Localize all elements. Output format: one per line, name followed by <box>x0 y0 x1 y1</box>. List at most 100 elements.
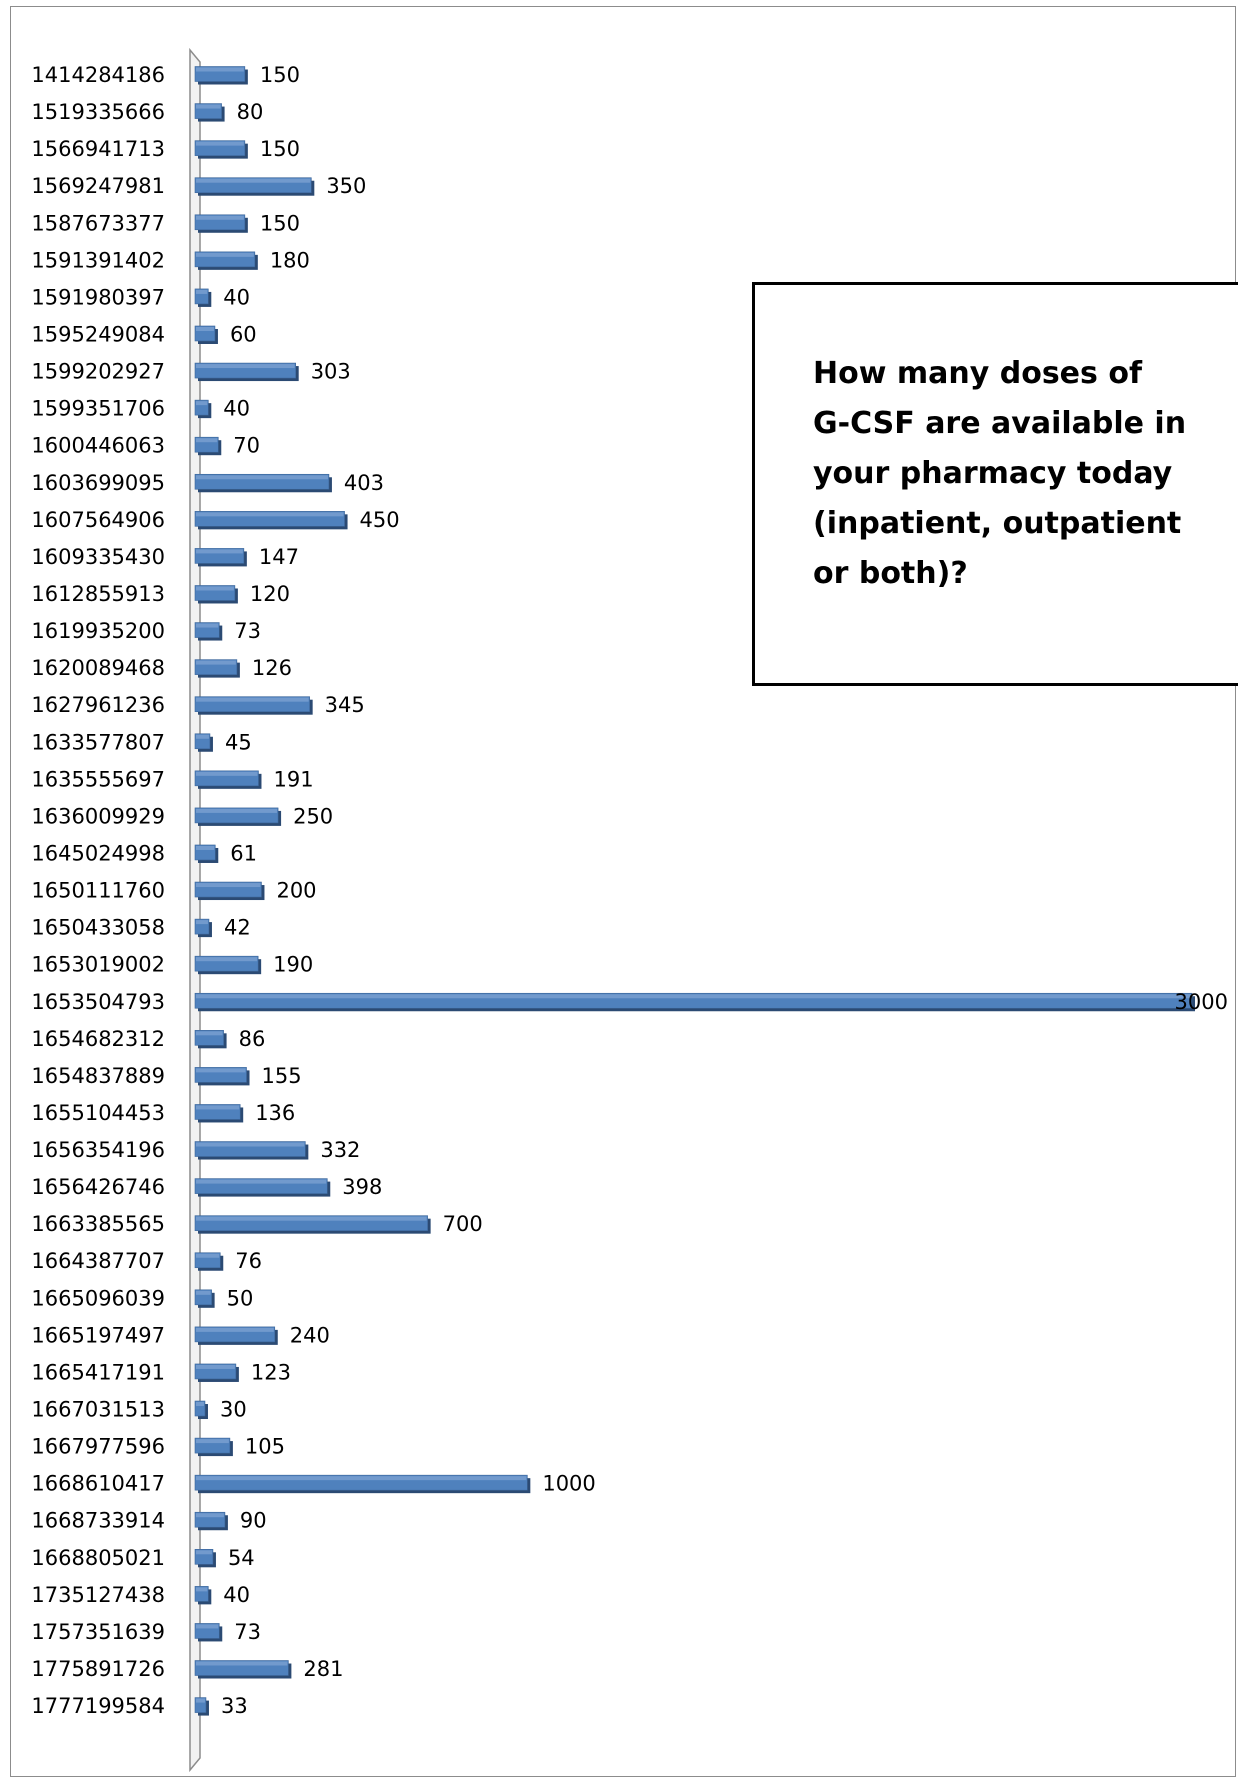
category-label: 1612855913 <box>31 582 165 606</box>
category-label: 1655104453 <box>31 1101 165 1125</box>
value-label: 450 <box>360 508 400 532</box>
bar-1566941713 <box>194 140 248 159</box>
category-label: 1587673377 <box>31 211 165 235</box>
value-label: 3000 <box>1175 990 1228 1014</box>
category-label: 1663385565 <box>31 1212 165 1236</box>
category-label: 1414284186 <box>31 63 165 87</box>
value-label: 76 <box>235 1249 262 1273</box>
category-label: 1735127438 <box>31 1583 165 1607</box>
value-label: 126 <box>252 656 292 680</box>
bar-highlight <box>196 1253 220 1258</box>
bar-1653504793 <box>194 992 1195 1012</box>
value-label: 332 <box>320 1138 360 1162</box>
bar-highlight <box>196 1661 288 1666</box>
category-label: 1519335666 <box>31 100 165 124</box>
bar-highlight <box>196 1624 219 1629</box>
bar-1656426746 <box>194 1178 331 1197</box>
value-label: 150 <box>260 63 300 87</box>
category-label: 1627961236 <box>31 693 165 717</box>
chart-frame <box>10 6 1236 1777</box>
bar-1757351639 <box>194 1623 223 1642</box>
category-label: 1636009929 <box>31 804 165 828</box>
value-label: 73 <box>234 1620 261 1644</box>
bar-highlight <box>196 734 209 739</box>
value-label: 240 <box>290 1323 330 1347</box>
bar-highlight <box>196 697 309 702</box>
category-label: 1668805021 <box>31 1546 165 1570</box>
bar-1668733914 <box>194 1511 228 1531</box>
value-label: 54 <box>228 1546 255 1570</box>
category-label: 1633577807 <box>31 730 165 754</box>
bar-1607564906 <box>194 511 348 530</box>
question-annotation-box: How many doses of G-CSF are available in… <box>752 282 1238 686</box>
value-label: 281 <box>303 1657 343 1681</box>
bar-highlight <box>196 1402 204 1407</box>
category-label: 1650111760 <box>31 879 165 903</box>
bar-highlight <box>196 1105 240 1110</box>
bar-highlight <box>196 141 244 146</box>
bar-1633577807 <box>194 733 213 752</box>
bar-1609335430 <box>194 548 247 567</box>
bar-1654682312 <box>194 1030 227 1049</box>
bar-highlight <box>196 994 1191 999</box>
category-label: 1566941713 <box>31 137 165 161</box>
value-label: 90 <box>240 1509 267 1533</box>
value-label: 155 <box>262 1064 302 1088</box>
bar-highlight <box>196 1513 224 1518</box>
bar-1569247981 <box>194 177 315 196</box>
category-label: 1668610417 <box>31 1472 165 1496</box>
bar-1665417191 <box>194 1363 239 1382</box>
bar-1667031513 <box>194 1400 208 1420</box>
bars <box>194 66 1195 1716</box>
bar-highlight <box>196 1068 246 1073</box>
bar-highlight <box>196 920 208 925</box>
category-label: 1665197497 <box>31 1323 165 1347</box>
value-label: 700 <box>443 1212 483 1236</box>
value-label: 60 <box>230 322 257 346</box>
bar-highlight <box>196 771 258 776</box>
value-label: 303 <box>311 360 351 384</box>
bar-highlight <box>196 623 219 628</box>
bar-1414284186 <box>194 66 248 85</box>
value-label: 45 <box>225 730 252 754</box>
bar-1650433058 <box>194 918 212 938</box>
value-label: 33 <box>221 1694 248 1718</box>
value-label: 40 <box>223 285 250 309</box>
value-label: 150 <box>260 137 300 161</box>
category-label: 1653019002 <box>31 953 165 977</box>
bar-highlight <box>196 252 254 257</box>
value-label: 61 <box>230 841 257 865</box>
question-text: How many doses of G-CSF are available in… <box>813 356 1187 591</box>
bar-face <box>194 1400 206 1417</box>
bar-highlight <box>196 549 243 554</box>
category-label: 1650433058 <box>31 916 165 940</box>
category-label: 1635555697 <box>31 767 165 791</box>
bar-1635555697 <box>194 770 262 789</box>
bar-1620089468 <box>194 659 240 678</box>
category-label: 1600446063 <box>31 434 165 458</box>
value-label: 50 <box>227 1286 254 1310</box>
category-label: 1591980397 <box>31 285 165 309</box>
value-label: 80 <box>237 100 264 124</box>
category-label: 1654682312 <box>31 1027 165 1051</box>
bar-1595249084 <box>194 325 218 344</box>
bar-highlight <box>196 1216 427 1221</box>
value-label: 70 <box>233 434 260 458</box>
bar-highlight <box>196 586 234 591</box>
value-label: 350 <box>326 174 366 198</box>
category-label: 1653504793 <box>31 990 165 1014</box>
bar-1636009929 <box>194 807 282 826</box>
bar-highlight <box>196 215 244 220</box>
bar-highlight <box>196 957 258 962</box>
value-label: 123 <box>251 1360 291 1384</box>
bar-highlight <box>196 1587 208 1592</box>
bar-1519335666 <box>194 103 225 122</box>
value-label: 150 <box>260 211 300 235</box>
category-label: 1656426746 <box>31 1175 165 1199</box>
category-labels: 1414284186 1519335666 1566941713 1569247981… <box>31 63 165 1718</box>
category-label: 1609335430 <box>31 545 165 569</box>
bar-1668805021 <box>194 1549 216 1568</box>
bar-highlight <box>196 808 278 813</box>
bar-1603699095 <box>194 473 332 493</box>
value-label: 42 <box>224 916 251 940</box>
